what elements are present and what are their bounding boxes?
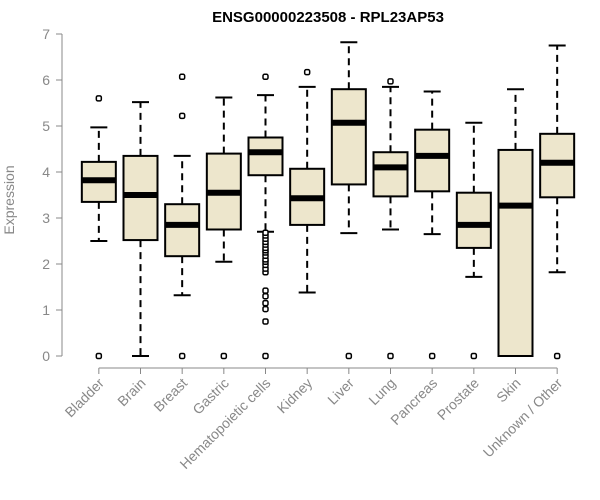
- outlier-point: [220, 352, 228, 360]
- outlier-point: [262, 318, 269, 325]
- box-iqr: [247, 136, 284, 177]
- y-axis-label: Expression: [1, 165, 17, 234]
- outlier-point: [387, 78, 394, 85]
- outlier-point: [178, 73, 186, 81]
- box-iqr: [330, 88, 367, 186]
- x-category-label: Kidney: [274, 375, 316, 417]
- outlier-point: [470, 352, 478, 360]
- x-category-label: Breast: [150, 375, 190, 415]
- x-category-label: Lung: [365, 375, 398, 408]
- box-iqr: [164, 203, 201, 258]
- outlier-point: [262, 292, 269, 300]
- y-tick-label: 0: [42, 348, 50, 364]
- outlier-point: [262, 299, 269, 307]
- box-pancreas: [414, 90, 451, 360]
- outlier-point: [345, 352, 353, 360]
- outlier-point: [178, 352, 186, 360]
- box-iqr: [455, 191, 492, 249]
- x-category-label: Liver: [324, 375, 357, 408]
- y-tick-label: 1: [42, 302, 50, 318]
- x-category-label: Brain: [114, 375, 148, 409]
- outlier-point: [387, 352, 394, 360]
- y-tick-label: 6: [42, 72, 50, 88]
- x-category-label: Prostate: [434, 375, 482, 423]
- outlier-point: [262, 305, 269, 313]
- box-skin: [497, 88, 534, 357]
- y-tick-label: 3: [42, 210, 50, 226]
- outlier-point: [428, 352, 436, 360]
- outlier-point: [262, 352, 269, 360]
- box-breast: [164, 73, 201, 360]
- box-gastric: [205, 96, 242, 360]
- outlier-point: [303, 68, 311, 76]
- x-category-label: Skin: [493, 375, 524, 406]
- y-tick-label: 7: [42, 26, 50, 42]
- outlier-point: [95, 352, 103, 360]
- box-brain: [122, 101, 159, 357]
- box-lung: [372, 78, 409, 360]
- outlier-point: [95, 95, 103, 102]
- x-category-label: Unknown / Other: [480, 375, 566, 461]
- box-iqr: [414, 128, 451, 193]
- outlier-point: [262, 287, 269, 294]
- chart-title: ENSG00000223508 - RPL23AP53: [212, 9, 444, 26]
- y-tick-label: 5: [42, 118, 50, 134]
- outlier-point: [178, 112, 186, 120]
- box-prostate: [455, 121, 492, 360]
- x-category-label: Bladder: [62, 375, 108, 421]
- box-kidney: [289, 68, 326, 294]
- box-iqr: [372, 151, 409, 198]
- outlier-point: [262, 229, 269, 236]
- box-unknown-other: [539, 44, 576, 360]
- outlier-point: [553, 352, 561, 360]
- y-tick-label: 2: [42, 256, 50, 272]
- box-bladder: [80, 95, 117, 360]
- box-iqr: [497, 148, 534, 357]
- outlier-point: [262, 73, 269, 81]
- box-liver: [330, 41, 367, 360]
- y-tick-label: 4: [42, 164, 50, 180]
- boxes-group: [80, 41, 576, 360]
- box-hematopoietic-cells: [247, 73, 284, 360]
- y-axis: 0 1 2 3 4 5 6 7: [42, 26, 63, 364]
